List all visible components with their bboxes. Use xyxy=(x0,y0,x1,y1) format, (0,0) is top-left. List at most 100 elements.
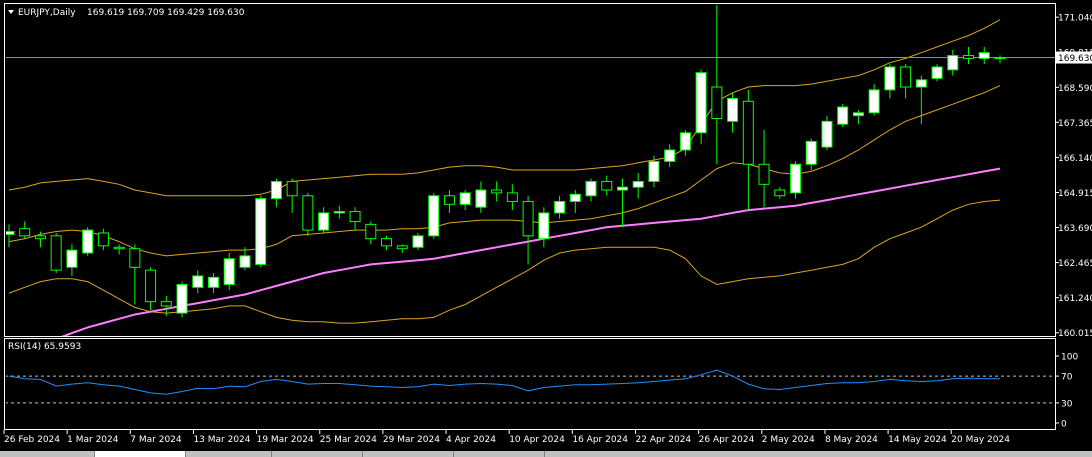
candle[interactable] xyxy=(616,178,628,228)
candle[interactable] xyxy=(900,64,912,99)
candle[interactable] xyxy=(349,207,361,231)
candle-body-bearish xyxy=(365,223,377,240)
candle[interactable] xyxy=(333,205,345,219)
price-axis-label: 161.240 xyxy=(1058,294,1092,304)
candle[interactable] xyxy=(192,270,204,294)
candle[interactable] xyxy=(160,295,172,316)
candle-body-bullish xyxy=(915,79,927,88)
chart-tab[interactable] xyxy=(454,451,545,457)
candle[interactable] xyxy=(66,244,78,276)
candle-body-bullish xyxy=(884,66,896,91)
candle[interactable] xyxy=(852,109,864,125)
symbol-label: EURJPY,Daily xyxy=(18,8,76,18)
candle-body-bearish xyxy=(50,235,62,271)
candle[interactable] xyxy=(727,92,739,133)
candle[interactable] xyxy=(538,207,550,248)
rsi-axis-label: 70 xyxy=(1061,373,1073,383)
candle[interactable] xyxy=(774,187,786,199)
candle[interactable] xyxy=(884,64,896,99)
candle[interactable] xyxy=(837,104,849,128)
time-axis-label: 14 May 2024 xyxy=(888,435,947,445)
candle[interactable] xyxy=(286,178,298,213)
candle-body-bearish xyxy=(113,246,125,250)
candle[interactable] xyxy=(223,253,235,291)
chart-tab[interactable] xyxy=(363,451,454,457)
candle[interactable] xyxy=(947,49,959,76)
time-axis-label: 29 Mar 2024 xyxy=(383,435,440,445)
rsi-axis-label: 30 xyxy=(1061,399,1073,409)
candle[interactable] xyxy=(412,232,424,251)
chart-tab[interactable] xyxy=(0,451,95,457)
candle[interactable] xyxy=(664,144,676,168)
candle[interactable] xyxy=(585,178,597,202)
candle[interactable] xyxy=(569,190,581,213)
price-axis-label: 166.140 xyxy=(1058,154,1092,164)
candle[interactable] xyxy=(790,161,801,199)
time-axis-label: 10 Apr 2024 xyxy=(509,435,565,445)
candle[interactable] xyxy=(396,244,408,253)
candle[interactable] xyxy=(742,89,754,211)
candle[interactable] xyxy=(443,190,455,213)
candle[interactable] xyxy=(491,181,503,202)
candle-body-bullish xyxy=(679,132,691,151)
time-axis-label: 25 Mar 2024 xyxy=(320,435,377,445)
candle-body-bullish xyxy=(255,198,267,265)
candle-body-bullish xyxy=(947,55,959,71)
candle[interactable] xyxy=(506,184,518,211)
candle[interactable] xyxy=(711,0,723,165)
candle-body-bearish xyxy=(900,66,912,88)
chart-tab-active[interactable] xyxy=(95,451,186,457)
candle[interactable] xyxy=(963,46,975,65)
candle[interactable] xyxy=(255,195,267,268)
candle[interactable] xyxy=(695,69,707,145)
candle[interactable] xyxy=(207,273,219,294)
candle[interactable] xyxy=(82,227,94,256)
candle[interactable] xyxy=(994,55,1006,64)
candle[interactable] xyxy=(19,221,31,239)
candle-body-bullish xyxy=(6,231,15,235)
candle[interactable] xyxy=(915,75,927,125)
candle[interactable] xyxy=(554,195,566,219)
candle[interactable] xyxy=(270,178,282,208)
candle[interactable] xyxy=(97,228,109,251)
candle[interactable] xyxy=(931,64,943,82)
candle[interactable] xyxy=(302,192,314,236)
candle[interactable] xyxy=(601,175,613,196)
main-chart-area[interactable] xyxy=(4,0,1055,356)
candle[interactable] xyxy=(805,138,817,170)
candle-body-bearish xyxy=(774,189,786,197)
candle[interactable] xyxy=(459,190,471,211)
symbol-menu-arrow-icon[interactable] xyxy=(8,10,14,14)
candle[interactable] xyxy=(475,181,487,213)
candle[interactable] xyxy=(365,221,377,245)
chart-tab[interactable] xyxy=(272,451,363,457)
candle-body-bearish xyxy=(145,269,157,303)
candle[interactable] xyxy=(176,281,188,318)
candle[interactable] xyxy=(129,244,141,305)
candle[interactable] xyxy=(868,84,880,116)
candle[interactable] xyxy=(145,267,157,311)
candle[interactable] xyxy=(522,195,534,265)
candle[interactable] xyxy=(239,247,251,271)
candle[interactable] xyxy=(50,232,62,274)
candle[interactable] xyxy=(113,244,125,255)
ohlc-label: 169.619 169.709 169.429 169.630 xyxy=(87,8,245,18)
chart-tab-strip xyxy=(0,451,1092,457)
candle[interactable] xyxy=(632,172,644,199)
candle[interactable] xyxy=(34,231,46,248)
candle-body-bullish xyxy=(994,57,1006,60)
rsi-panel[interactable] xyxy=(5,369,1055,404)
candle[interactable] xyxy=(4,224,15,248)
candle[interactable] xyxy=(381,235,393,251)
time-axis-label: 1 Mar 2024 xyxy=(67,435,119,445)
price-axis-label: 171.040 xyxy=(1058,14,1092,24)
candle[interactable] xyxy=(978,46,990,65)
candle[interactable] xyxy=(821,115,833,150)
candle[interactable] xyxy=(428,192,440,239)
candle[interactable] xyxy=(758,129,770,208)
candle[interactable] xyxy=(679,129,691,156)
candle[interactable] xyxy=(318,207,330,233)
candle[interactable] xyxy=(648,155,660,188)
chart-tab[interactable] xyxy=(186,451,272,457)
candle-body-bearish xyxy=(506,192,518,202)
